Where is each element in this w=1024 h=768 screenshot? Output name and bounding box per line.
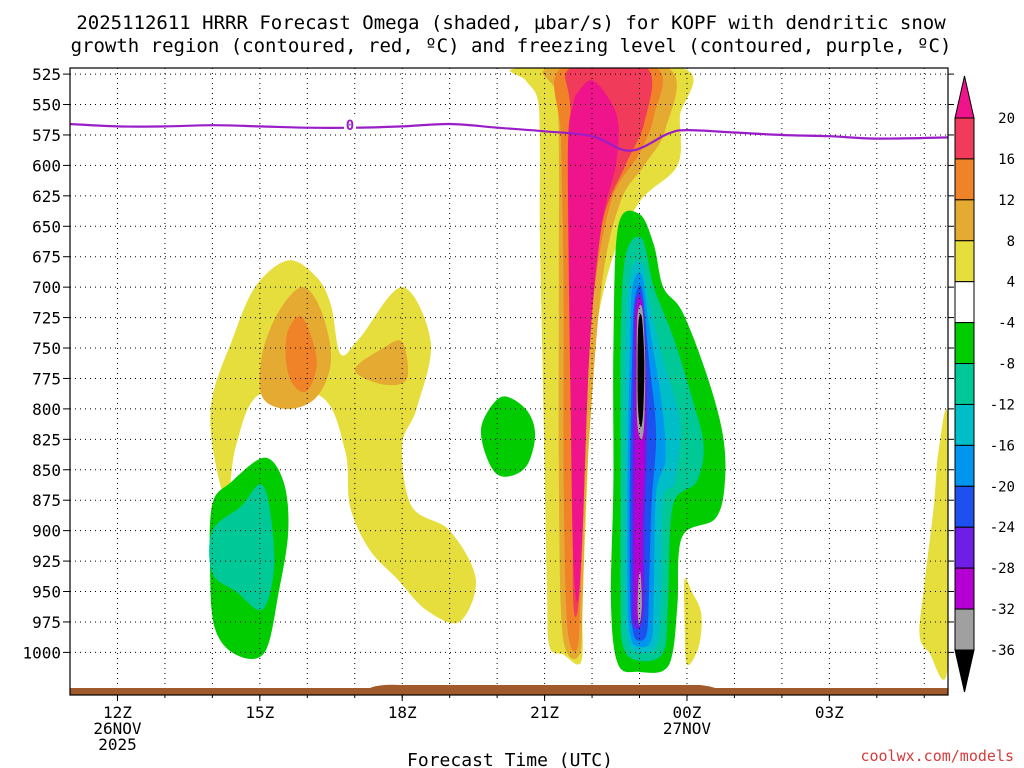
- plot-frame: [69, 67, 949, 696]
- omega-region-pos-band-20: [567, 80, 619, 602]
- colorbar-bin: [954, 363, 975, 405]
- x-tick-label: 21Z: [530, 703, 559, 722]
- colorbar-bin: [954, 526, 975, 569]
- terrain-bar: [70, 684, 948, 695]
- omega-region-pos-right-small: [683, 578, 702, 666]
- colorbar-label: 4: [1007, 275, 1015, 291]
- colorbar-label: -4: [998, 316, 1015, 332]
- freezing-level-label-bg: [344, 116, 357, 134]
- x-tick-label: 00Z: [673, 703, 702, 722]
- y-tick-label: 525: [32, 65, 61, 84]
- x-tick-label: 26NOV: [93, 719, 142, 738]
- grid: [70, 68, 948, 695]
- colorbar-bin: [954, 117, 975, 160]
- terrain-bump: [370, 684, 715, 688]
- y-tick-label: 1000: [22, 643, 61, 662]
- y-tick-label: 875: [32, 491, 61, 510]
- colorbar-bin: [954, 444, 975, 487]
- y-tick-label: 950: [32, 583, 61, 602]
- x-tick-label: 27NOV: [663, 719, 712, 738]
- colorbar-label: -28: [990, 561, 1015, 577]
- x-tick-label: 2025: [98, 735, 137, 754]
- colorbar-bin: [954, 158, 975, 201]
- colorbar-label: -20: [990, 479, 1015, 495]
- colorbar-label: 12: [998, 193, 1015, 209]
- title-line-1: 2025112611 HRRR Forecast Omega (shaded, …: [76, 12, 946, 34]
- y-tick-label: 600: [32, 156, 61, 175]
- colorbar-label: -24: [990, 520, 1015, 536]
- colorbar-label: -36: [990, 643, 1015, 659]
- y-axis: 525 550 575 600 625 650 675 700 725 750 775 800 825 8…: [22, 65, 954, 662]
- colorbar-label: -8: [998, 357, 1015, 373]
- freezing-level-line: [69, 122, 949, 152]
- omega-region-pos-left-12: [285, 316, 317, 393]
- y-tick-label: 550: [32, 96, 61, 115]
- y-tick-label: 800: [32, 400, 61, 419]
- x-tick-label: 03Z: [815, 703, 844, 722]
- y-tick-label: 775: [32, 369, 61, 388]
- colorbar-bin: [954, 240, 975, 283]
- x-tick-label: 18Z: [388, 703, 417, 722]
- y-tick-label: 650: [32, 217, 61, 236]
- freezing-level-label: 0: [346, 118, 354, 134]
- y-tick-label: 900: [32, 522, 61, 541]
- colorbar-bottom-triangle: [954, 649, 975, 693]
- y-tick-label: 675: [32, 248, 61, 267]
- colorbar-bin: [954, 199, 975, 242]
- x-tick-label: 12Z: [103, 703, 132, 722]
- x-tick-label: 15Z: [245, 703, 274, 722]
- colorbar-label: -12: [990, 397, 1015, 413]
- colorbar-bin: [954, 322, 975, 365]
- y-tick-label: 975: [32, 613, 61, 632]
- omega-region-pos-band-4: [510, 68, 694, 665]
- y-tick-label: 925: [32, 552, 61, 571]
- terrain-ground: [70, 688, 948, 695]
- y-tick-label: 700: [32, 278, 61, 297]
- omega-region-pos-right-edge: [919, 408, 948, 680]
- colorbar-bin: [954, 281, 975, 324]
- omega-region-neg-left-8: [209, 484, 275, 611]
- chart-title: 2025112611 HRRR Forecast Omega (shaded, …: [71, 12, 952, 57]
- colorbar-label: -32: [990, 602, 1015, 618]
- colorbar-bin: [954, 485, 975, 528]
- colorbar: 20 16 12 8 4 -4 -8 -12 -16 -20 -24 -28 -32 -36: [954, 75, 1015, 693]
- omega-shading: [209, 68, 948, 680]
- freezing-level-contour: 0: [69, 116, 949, 152]
- omega-region-neg-mid-4: [480, 396, 536, 477]
- y-tick-label: 575: [32, 126, 61, 145]
- colorbar-label: 20: [998, 111, 1015, 127]
- colorbar-bin: [954, 567, 975, 610]
- y-tick-label: 825: [32, 430, 61, 449]
- x-axis-title: Forecast Time (UTC): [407, 750, 613, 768]
- credit-link[interactable]: coolwx.com/models: [860, 747, 1014, 765]
- y-tick-label: 725: [32, 309, 61, 328]
- colorbar-label: 16: [998, 152, 1015, 168]
- colorbar-bin: [954, 608, 975, 651]
- y-tick-label: 750: [32, 339, 61, 358]
- colorbar-top-triangle: [954, 75, 975, 119]
- omega-region-pos-left-8b: [354, 340, 409, 386]
- y-tick-label: 625: [32, 187, 61, 206]
- y-tick-label: 850: [32, 461, 61, 480]
- colorbar-label: -16: [990, 438, 1015, 454]
- colorbar-label: 8: [1007, 234, 1015, 250]
- title-line-2: growth region (contoured, red, ºC) and f…: [71, 35, 952, 57]
- colorbar-bin: [954, 403, 975, 446]
